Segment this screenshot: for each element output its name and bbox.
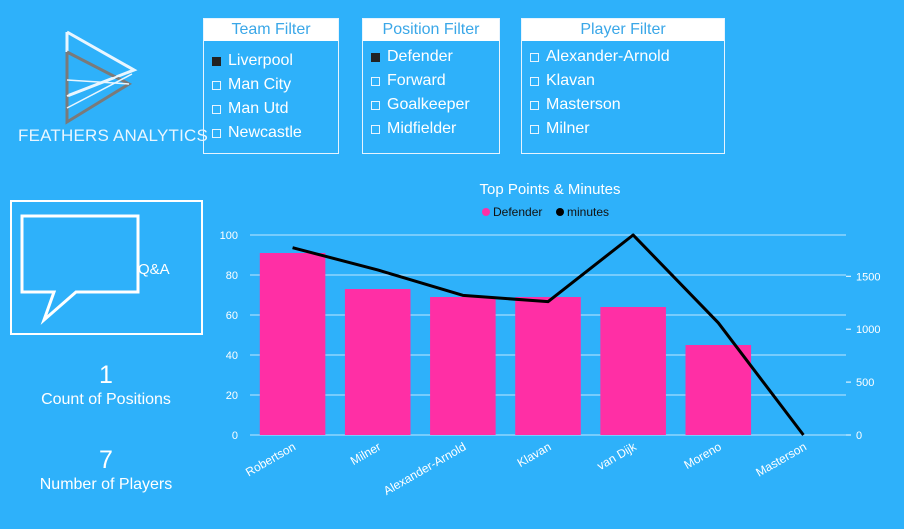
kpi-value: 1: [99, 361, 113, 389]
logo-text: FEATHERS ANALYTICS: [18, 126, 209, 145]
legend-label-defender: Defender: [493, 205, 542, 219]
player-filter-item[interactable]: Masterson: [530, 93, 724, 117]
team-filter: Team Filter Liverpool Man City Man Utd N…: [203, 18, 339, 154]
player-filter-item[interactable]: Alexander-Arnold: [530, 45, 724, 69]
team-filter-item[interactable]: Liverpool: [212, 49, 338, 73]
qa-button[interactable]: Q&A: [10, 200, 203, 335]
bar-moreno: [685, 345, 752, 435]
position-filter-label: Defender: [387, 48, 453, 65]
position-filter-item[interactable]: Forward: [371, 69, 499, 93]
combo-chart: Top Points & Minutes Defender minutes 0 20 40…: [220, 181, 881, 498]
checkbox[interactable]: [371, 100, 380, 110]
checkbox[interactable]: [212, 80, 221, 90]
x-axis-tick: Moreno: [682, 439, 725, 472]
x-axis-tick: Alexander-Arnold: [381, 439, 468, 497]
position-filter-label: Goalkeeper: [387, 96, 470, 113]
player-filter-label: Milner: [546, 120, 590, 137]
player-filter-title: Player Filter: [522, 19, 724, 41]
bar-robertson: [259, 253, 326, 435]
checkbox[interactable]: [530, 76, 539, 86]
legend-marker-minutes: [556, 208, 564, 216]
position-filter: Position Filter Defender Forward Goalkee…: [362, 18, 500, 154]
checkbox[interactable]: [530, 52, 539, 62]
y-axis-left-tick: 80: [226, 270, 238, 282]
player-filter[interactable]: Player Filter Alexander-Arnold Klavan Ma…: [521, 18, 725, 154]
position-filter-item[interactable]: Midfielder: [371, 117, 499, 141]
position-filter-item[interactable]: Goalkeeper: [371, 93, 499, 117]
y-axis-right-tick: 1500: [856, 271, 880, 283]
bar-milner: [344, 289, 411, 435]
kpi-label: Number of Players: [39, 476, 173, 493]
y-axis-left-tick: 100: [220, 230, 238, 242]
team-filter-label: Liverpool: [228, 52, 293, 69]
x-axis-tick: Robertson: [243, 439, 298, 479]
x-axis-tick: Masterson: [753, 439, 809, 479]
player-filter-label: Alexander-Arnold: [546, 48, 670, 65]
line-minutes: [292, 233, 805, 436]
qa-label: Q&A: [138, 261, 170, 278]
position-filter-label: Midfielder: [387, 120, 457, 137]
bar-van-dijk: [600, 307, 666, 435]
checkbox[interactable]: [530, 124, 539, 134]
team-filter-title: Team Filter: [204, 19, 338, 41]
player-filter-item[interactable]: Milner: [530, 117, 724, 141]
x-axis-tick: van Dijk: [595, 439, 640, 473]
y-axis-left-tick: 40: [226, 350, 238, 362]
checkbox[interactable]: [212, 128, 221, 138]
checkbox[interactable]: [371, 124, 380, 134]
checkbox[interactable]: [212, 104, 221, 114]
checkbox-checked[interactable]: [371, 52, 380, 62]
team-filter-item[interactable]: Man City: [212, 73, 338, 97]
team-filter-item[interactable]: Newcastle: [212, 121, 338, 145]
chart-title: Top Points & Minutes: [480, 181, 621, 198]
legend-marker-defender: [482, 208, 490, 216]
kpi-count-of-positions: 1 Count of Positions: [0, 360, 212, 410]
team-filter-label: Man Utd: [228, 100, 289, 117]
y-axis-left-tick: 20: [226, 390, 238, 402]
checkbox[interactable]: [371, 76, 380, 86]
player-filter-label: Masterson: [546, 96, 621, 113]
y-axis-right-tick: 0: [856, 430, 862, 442]
y-axis-left-tick: 60: [226, 310, 238, 322]
x-axis-tick: Milner: [348, 439, 383, 467]
position-filter-item[interactable]: Defender: [371, 45, 499, 69]
bar-klavan: [515, 297, 581, 435]
position-filter-title: Position Filter: [363, 19, 499, 41]
kpi-value: 7: [99, 446, 113, 474]
player-filter-label: Klavan: [546, 72, 595, 89]
team-filter-label: Man City: [228, 76, 292, 93]
position-filter-label: Forward: [387, 72, 446, 89]
kpi-label: Count of Positions: [41, 391, 171, 408]
x-axis-tick: Klavan: [515, 439, 554, 469]
bar-alexander-arnold: [430, 297, 496, 435]
y-axis-right-tick: 1000: [856, 324, 880, 336]
y-axis-left-tick: 0: [232, 430, 238, 442]
y-axis-right-tick: 500: [856, 377, 874, 389]
speech-bubble-icon: [20, 214, 140, 325]
kpi-number-of-players: 7 Number of Players: [0, 445, 212, 495]
checkbox-checked[interactable]: [212, 56, 221, 66]
player-filter-item[interactable]: Klavan: [530, 69, 724, 93]
team-filter-label: Newcastle: [228, 124, 302, 141]
checkbox[interactable]: [530, 100, 539, 110]
play-triangle-logo: [65, 30, 138, 125]
logo: FEATHERS ANALYTICS: [14, 26, 208, 156]
team-filter-item[interactable]: Man Utd: [212, 97, 338, 121]
legend-label-minutes: minutes: [567, 205, 609, 219]
